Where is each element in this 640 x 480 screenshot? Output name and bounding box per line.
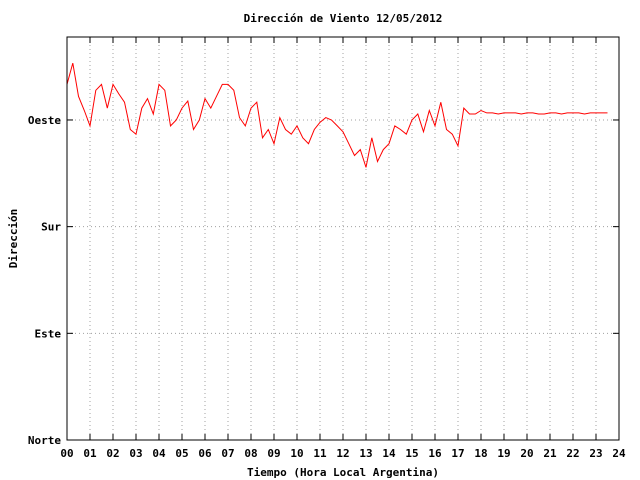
x-tick-label: 04 (152, 447, 166, 460)
x-tick-label: 09 (267, 447, 280, 460)
x-tick-label: 00 (60, 447, 73, 460)
x-tick-label: 10 (290, 447, 303, 460)
y-tick-label: Norte (28, 434, 61, 447)
x-tick-label: 01 (83, 447, 97, 460)
x-tick-label: 19 (497, 447, 510, 460)
y-tick-label: Sur (41, 221, 61, 234)
tick-label-layer: 00 01 02 03 04 05 06 07 08 09 10 11 12 13 14 15 16 17 18 19… (28, 114, 626, 460)
y-tick-label: Este (35, 327, 62, 340)
x-tick-label: 08 (244, 447, 257, 460)
x-tick-label: 16 (428, 447, 442, 460)
x-tick-label: 21 (543, 447, 557, 460)
x-tick-label: 05 (175, 447, 188, 460)
plot-frame (66, 36, 620, 441)
series-layer (66, 62, 608, 168)
wind-direction-line (66, 62, 608, 168)
x-tick-label: 20 (520, 447, 533, 460)
x-axis-label: Tiempo (Hora Local Argentina) (247, 466, 439, 479)
x-tick-label: 11 (313, 447, 327, 460)
x-tick-label: 06 (198, 447, 212, 460)
x-tick-label: 17 (451, 447, 464, 460)
x-tick-label: 18 (474, 447, 487, 460)
x-tick-label: 03 (129, 447, 142, 460)
x-tick-label: 15 (405, 447, 418, 460)
x-tick-label: 12 (336, 447, 349, 460)
x-tick-label: 23 (589, 447, 602, 460)
y-axis-label: Dirección (7, 209, 20, 269)
chart-title: Dirección de Viento 12/05/2012 (244, 12, 443, 25)
x-tick-label: 07 (221, 447, 234, 460)
x-tick-label: 22 (566, 447, 579, 460)
grid (67, 37, 619, 440)
x-tick-label: 14 (382, 447, 396, 460)
y-tick-label: Oeste (28, 114, 61, 127)
x-tick-label: 13 (359, 447, 372, 460)
x-tick-label: 02 (106, 447, 119, 460)
x-tick-label: 24 (612, 447, 626, 460)
